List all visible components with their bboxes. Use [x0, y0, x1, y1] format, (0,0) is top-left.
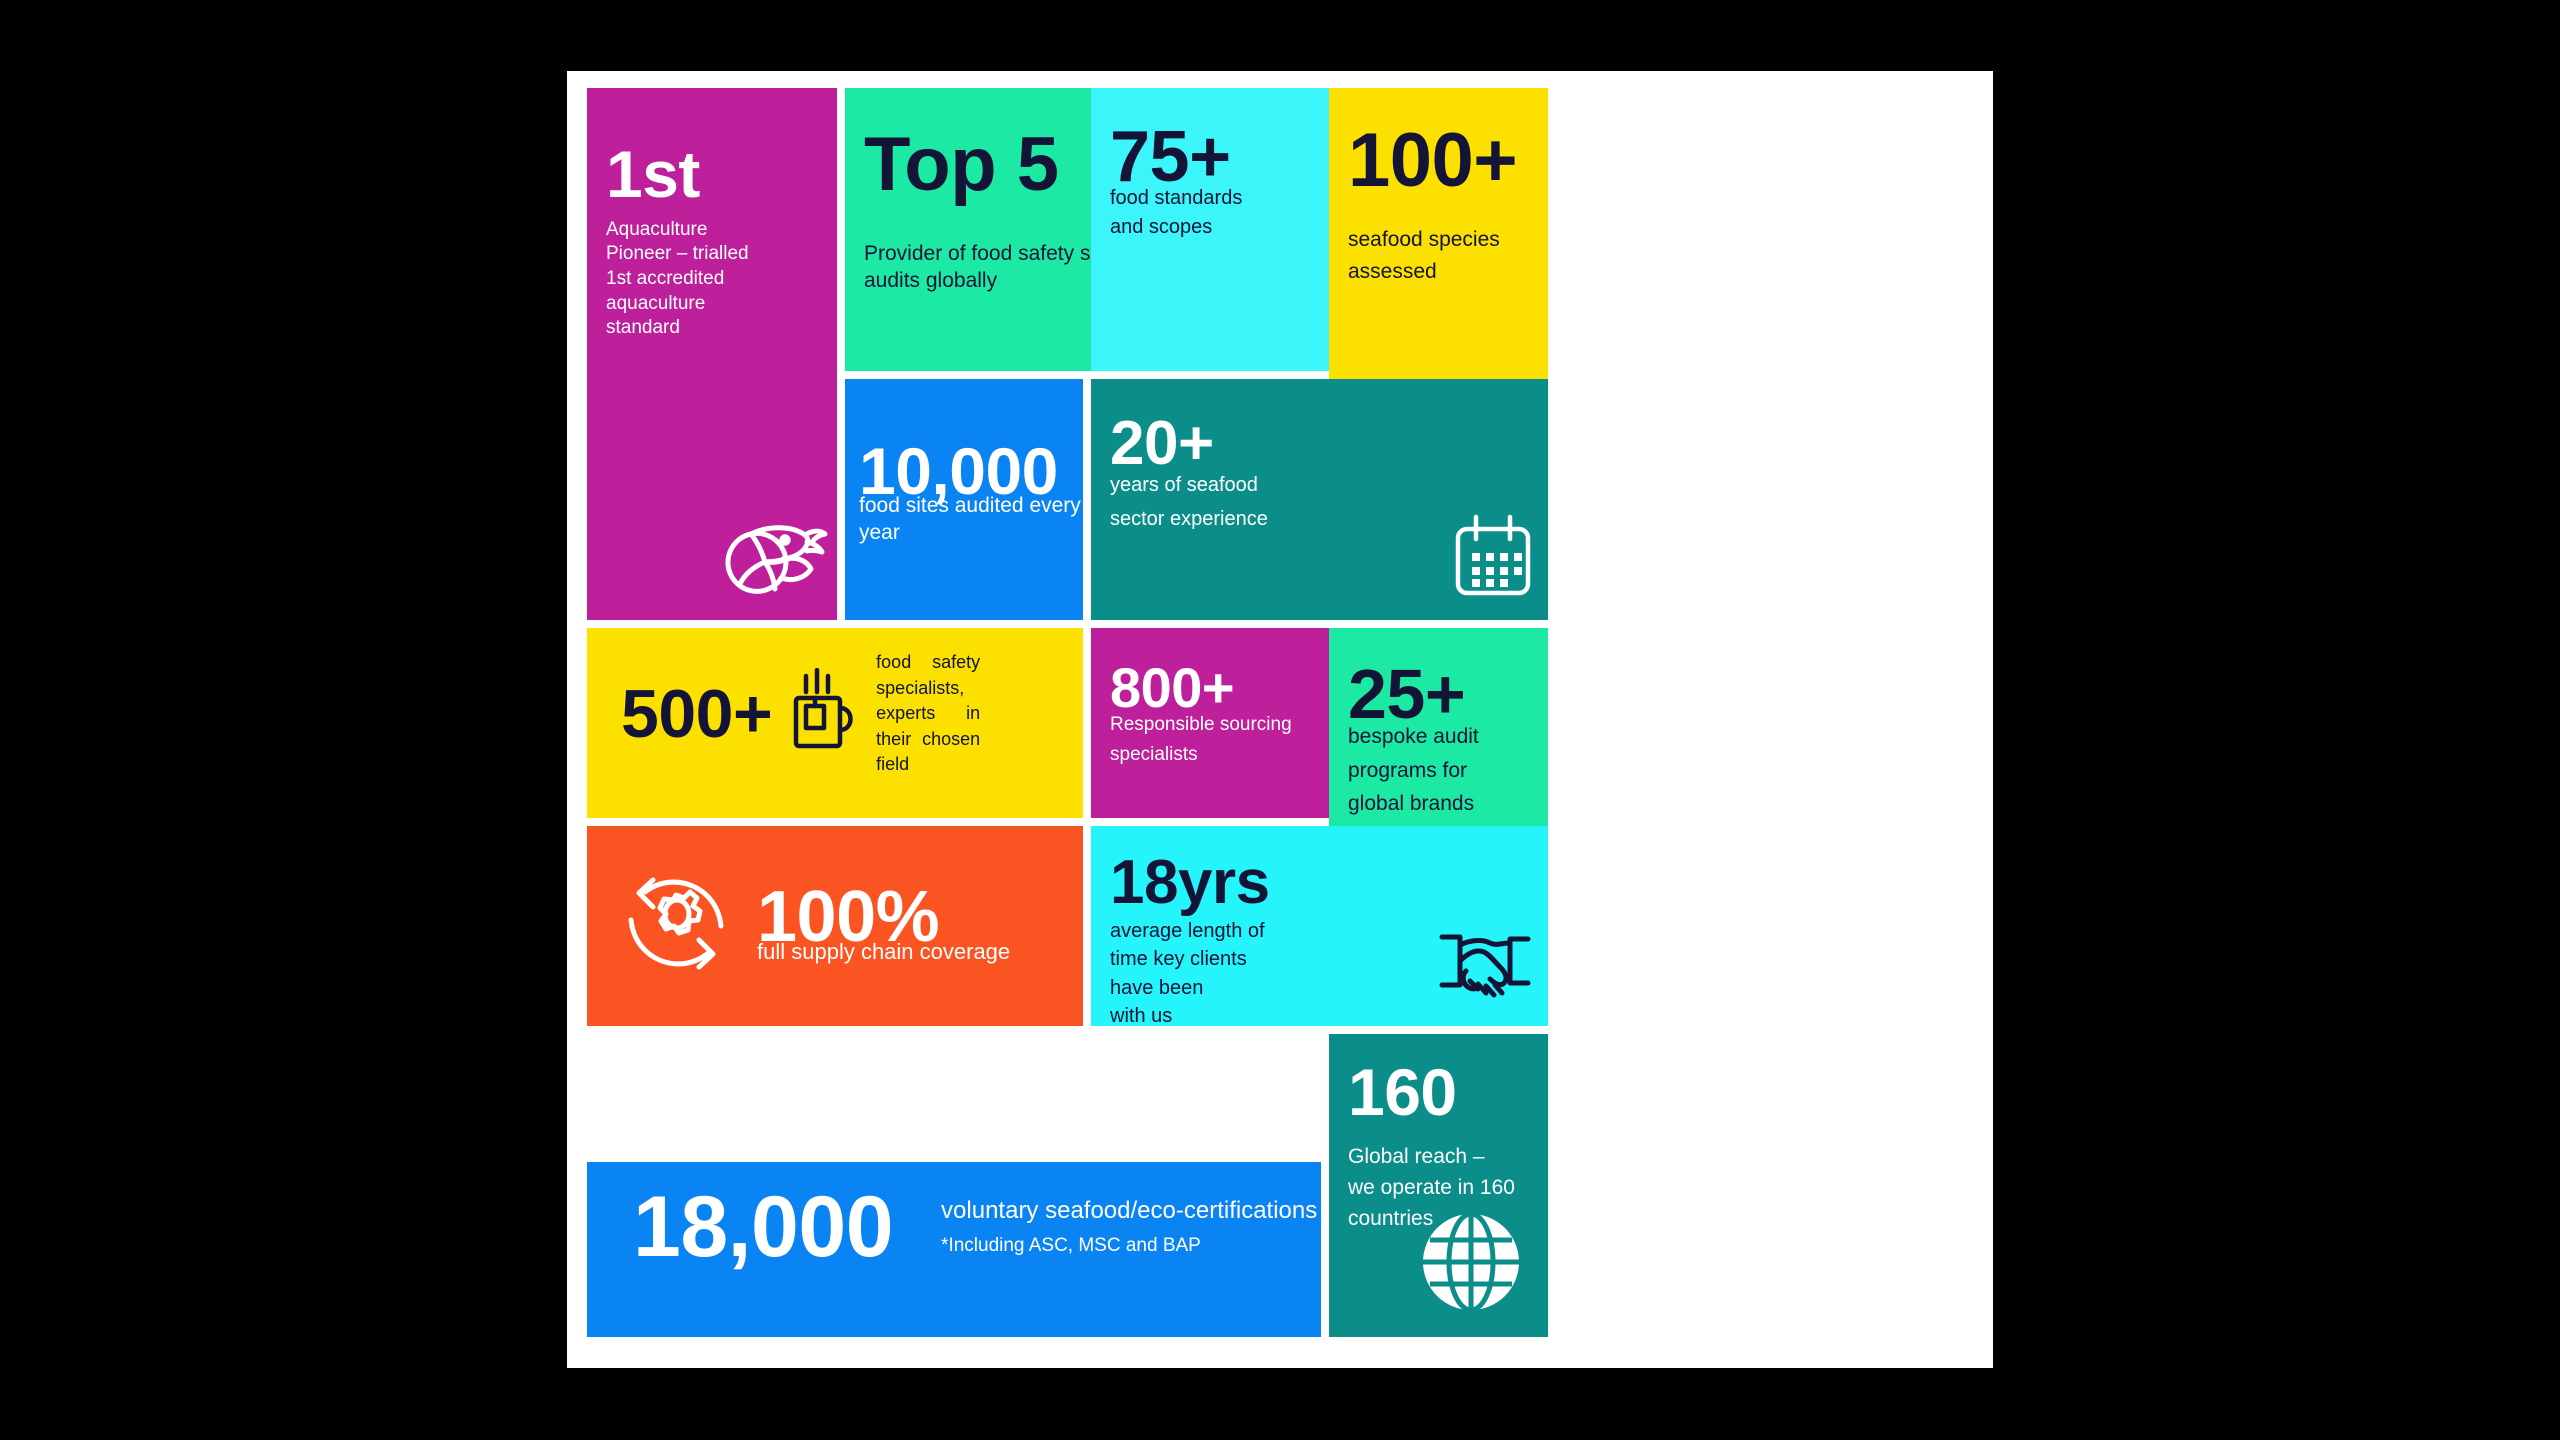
stat-description: seafood species assessed	[1348, 227, 1500, 284]
stat-value: 100+	[1348, 118, 1518, 203]
stats-tile-grid: 1st Aquaculture Pioneer – trialled 1st a…	[587, 88, 1974, 1349]
infographic-canvas: 1st Aquaculture Pioneer – trialled 1st a…	[567, 71, 1993, 1368]
stat-value: 1st	[606, 137, 700, 211]
stat-value: 100%	[757, 877, 940, 958]
stat-description: average length of time key clients have …	[1110, 920, 1265, 1026]
stat-description: Global reach – we operate in 160 countri…	[1348, 1144, 1515, 1230]
stat-value: 800+	[1110, 656, 1235, 719]
stat-description: food standards and scopes	[1110, 187, 1243, 239]
tile-aquaculture-pioneer: 1st Aquaculture Pioneer – trialled 1st a…	[587, 88, 837, 620]
gear-cycle-icon	[617, 864, 735, 987]
globe-icon	[1419, 1210, 1523, 1319]
stat-description: Aquaculture Pioneer – trialled 1st accre…	[606, 218, 749, 339]
stat-value: 18,000	[633, 1179, 894, 1275]
stat-description: food safety specialists, experts in thei…	[876, 652, 981, 775]
stat-value: 160	[1348, 1055, 1457, 1129]
tile-global-reach: 160 Global reach – we operate in 160 cou…	[1329, 1034, 1548, 1337]
stat-value: 20+	[1110, 409, 1214, 478]
stat-description: voluntary seafood/eco-certifications	[941, 1196, 1318, 1224]
stat-value: 10,000	[859, 434, 1058, 508]
stat-description: bespoke audit programs for global brands	[1348, 725, 1479, 815]
calendar-icon	[1452, 513, 1534, 604]
stat-description: years of seafood sector experience	[1110, 474, 1268, 531]
tile-eco-certifications: 18,000 voluntary seafood/eco-certificati…	[587, 1162, 1321, 1337]
handshake-icon	[1438, 927, 1532, 1012]
tile-food-sites-audited: 10,000 food sites audited every year	[845, 379, 1083, 620]
tile-average-client-length: 18yrs average length of time key clients…	[1091, 826, 1548, 1026]
stat-footnote: *Including ASC, MSC and BAP	[941, 1235, 1201, 1257]
stat-value: 500+	[621, 675, 773, 752]
tea-mug-icon	[788, 668, 860, 759]
tile-years-sector-experience: 20+ years of seafood sector experience	[1091, 379, 1548, 620]
stat-description: Responsible sourcing specialists	[1110, 713, 1292, 765]
stat-description: full supply chain coverage	[757, 939, 1011, 965]
stat-description: food sites audited every year	[859, 493, 1081, 545]
tile-supply-chain-coverage: 100% full supply chain coverage	[587, 826, 1083, 1026]
stat-value: Top 5	[864, 122, 1059, 207]
shrimp-icon	[721, 504, 831, 604]
stat-value: 25+	[1348, 655, 1466, 733]
stat-value: 75+	[1110, 117, 1231, 197]
tile-food-safety-specialists: 500+ food safety specialists, experts in…	[587, 628, 1083, 818]
stat-value: 18yrs	[1110, 848, 1270, 917]
